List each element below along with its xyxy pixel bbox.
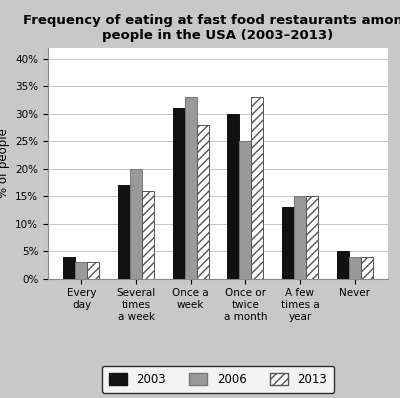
Legend: 2003, 2006, 2013: 2003, 2006, 2013: [102, 365, 334, 393]
Bar: [360, 257, 372, 279]
Bar: [294, 196, 306, 279]
Bar: [173, 108, 185, 279]
Bar: [306, 196, 318, 279]
Bar: [88, 262, 100, 279]
Bar: [348, 257, 360, 279]
Bar: [185, 97, 197, 279]
Bar: [282, 207, 294, 279]
Bar: [336, 251, 348, 279]
Bar: [227, 114, 239, 279]
Bar: [251, 97, 263, 279]
Bar: [142, 191, 154, 279]
Bar: [197, 125, 209, 279]
Bar: [239, 141, 251, 279]
Bar: [64, 257, 76, 279]
Bar: [118, 185, 130, 279]
Bar: [130, 169, 142, 279]
Bar: [76, 262, 88, 279]
Title: Frequency of eating at fast food restaurants among
people in the USA (2003–2013): Frequency of eating at fast food restaur…: [23, 14, 400, 43]
Y-axis label: % of people: % of people: [0, 128, 10, 198]
